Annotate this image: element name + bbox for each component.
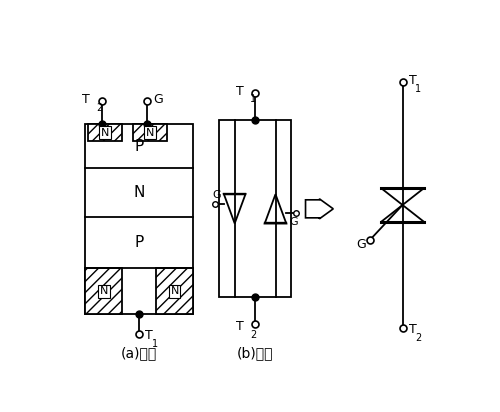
Text: T: T [236, 84, 244, 98]
Text: 2: 2 [250, 330, 256, 340]
Text: T: T [408, 323, 416, 336]
Polygon shape [88, 124, 122, 141]
Text: P: P [134, 235, 144, 250]
Text: T: T [408, 74, 416, 87]
Text: N: N [146, 128, 154, 138]
Text: N: N [170, 286, 179, 296]
Text: 2: 2 [96, 103, 102, 112]
Text: 1: 1 [152, 339, 158, 349]
Text: (a)结构: (a)结构 [121, 346, 158, 360]
Text: N: N [101, 128, 110, 138]
Polygon shape [133, 124, 167, 141]
Text: (b)电路: (b)电路 [237, 346, 274, 360]
Text: 1: 1 [415, 84, 421, 94]
Text: 1: 1 [250, 94, 256, 104]
Text: G: G [290, 218, 298, 227]
Text: T: T [236, 320, 244, 333]
Polygon shape [86, 268, 122, 314]
Text: G: G [212, 190, 220, 200]
Text: G: G [356, 238, 366, 251]
Text: T: T [146, 329, 153, 342]
Text: G: G [153, 93, 163, 106]
Text: N: N [134, 185, 145, 200]
Text: N: N [100, 286, 108, 296]
Text: T: T [82, 93, 90, 106]
Polygon shape [156, 268, 193, 314]
Text: 2: 2 [415, 333, 421, 343]
Text: P: P [134, 138, 144, 154]
